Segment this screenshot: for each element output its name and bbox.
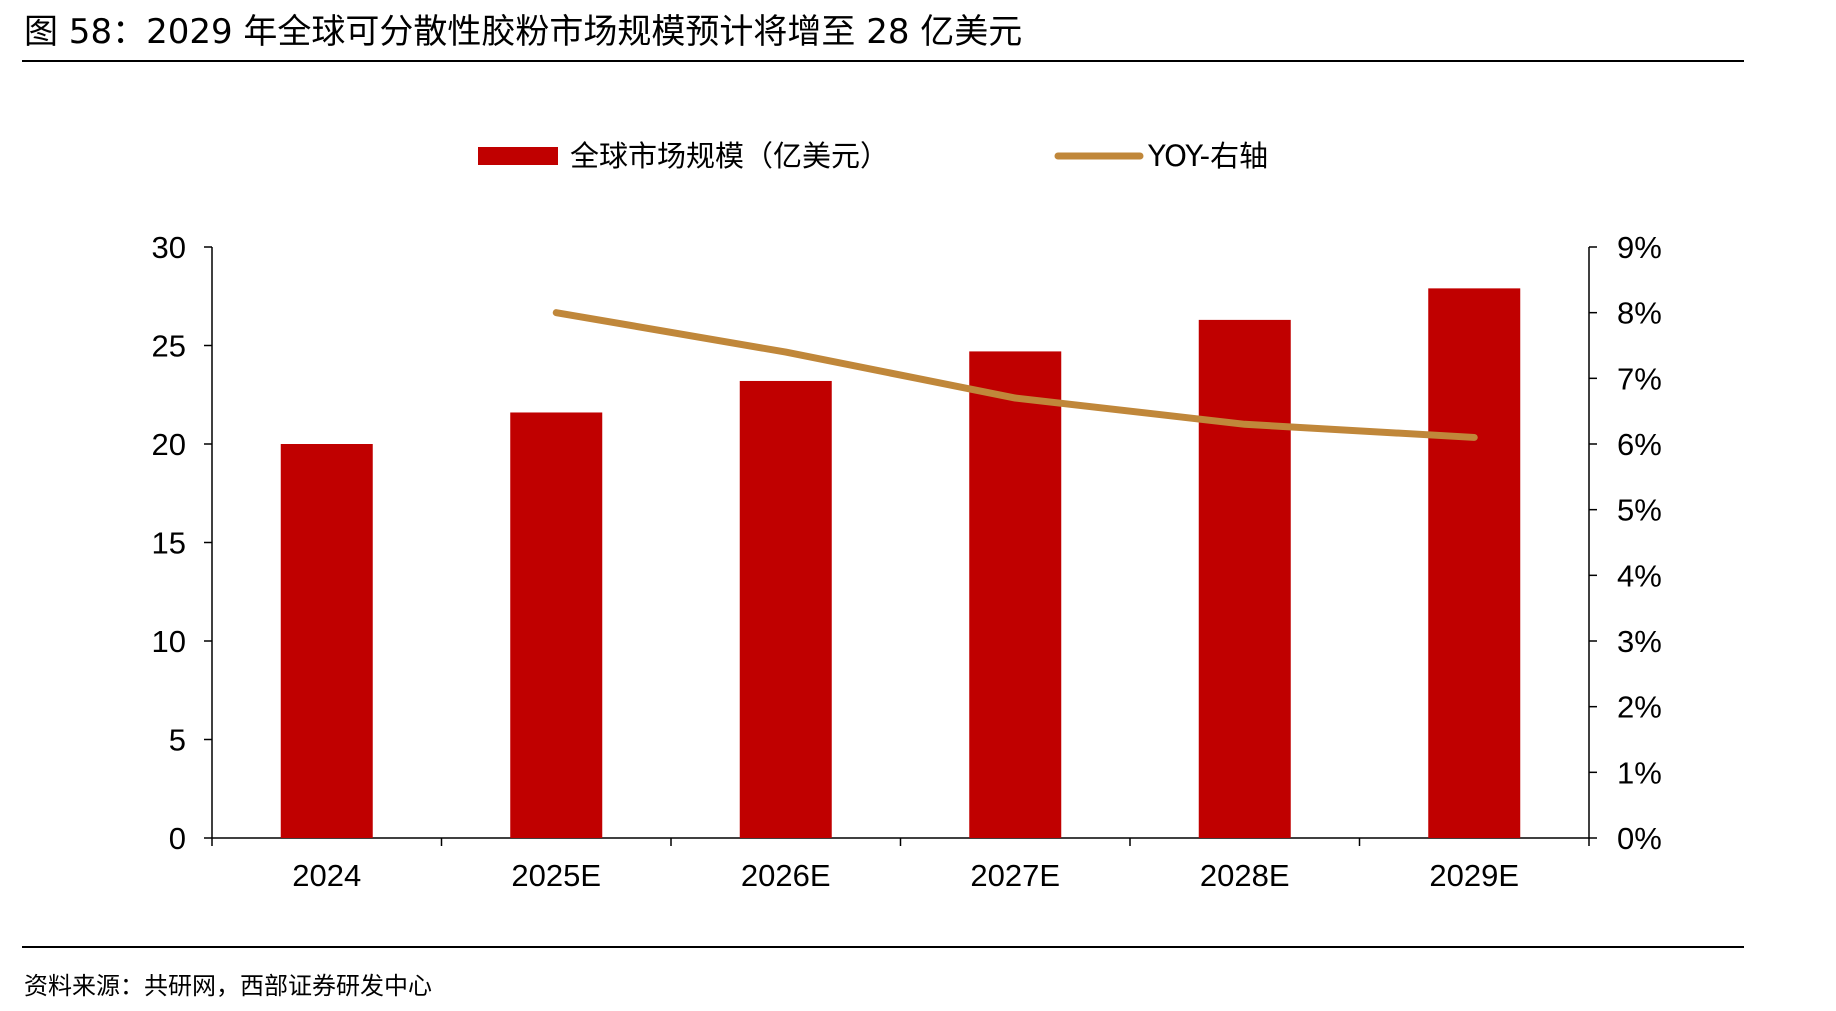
right-tick-label: 8% bbox=[1617, 296, 1662, 331]
legend-label-bar: 全球市场规模（亿美元） bbox=[570, 139, 889, 173]
left-tick-label: 10 bbox=[152, 624, 186, 659]
right-tick-label: 1% bbox=[1617, 755, 1662, 790]
left-tick-label: 20 bbox=[152, 427, 186, 462]
right-tick-label: 0% bbox=[1617, 821, 1662, 856]
top-divider bbox=[22, 60, 1744, 62]
left-tick-label: 0 bbox=[169, 821, 186, 856]
left-tick-label: 15 bbox=[152, 526, 186, 561]
right-tick-label: 2% bbox=[1617, 690, 1662, 725]
x-tick-label: 2024 bbox=[292, 858, 361, 893]
left-tick-label: 5 bbox=[169, 723, 186, 758]
x-tick-label: 2027E bbox=[970, 858, 1060, 893]
right-tick-label: 6% bbox=[1617, 427, 1662, 462]
x-tick-label: 2025E bbox=[511, 858, 601, 893]
left-tick-label: 25 bbox=[152, 329, 186, 364]
source-note: 资料来源：共研网，西部证券研发中心 bbox=[24, 972, 432, 1000]
x-tick-label: 2028E bbox=[1200, 858, 1290, 893]
legend-swatch-bar bbox=[478, 147, 558, 165]
bar-market-size bbox=[510, 412, 603, 838]
bottom-divider bbox=[22, 946, 1744, 948]
left-tick-label: 30 bbox=[152, 230, 186, 265]
bar-market-size bbox=[280, 444, 373, 838]
legend-label-line: YOY-右轴 bbox=[1147, 139, 1268, 173]
x-tick-label: 2026E bbox=[741, 858, 831, 893]
right-tick-label: 7% bbox=[1617, 361, 1662, 396]
bar-market-size bbox=[969, 351, 1062, 838]
bar-market-size bbox=[1428, 288, 1521, 838]
bar-market-size bbox=[739, 380, 832, 838]
right-tick-label: 3% bbox=[1617, 624, 1662, 659]
figure-title: 图 58：2029 年全球可分散性胶粉市场规模预计将增至 28 亿美元 bbox=[24, 12, 1023, 52]
chart: 0 5 10 15 20 25 30 0% 1% 2% 3% 4% 5% 6% 7% 8% 9% 2024 2025… bbox=[152, 139, 1662, 893]
right-tick-label: 5% bbox=[1617, 493, 1662, 528]
bar-market-size bbox=[1198, 319, 1291, 838]
right-tick-label: 4% bbox=[1617, 558, 1662, 593]
x-tick-label: 2029E bbox=[1429, 858, 1519, 893]
right-tick-label: 9% bbox=[1617, 230, 1662, 265]
